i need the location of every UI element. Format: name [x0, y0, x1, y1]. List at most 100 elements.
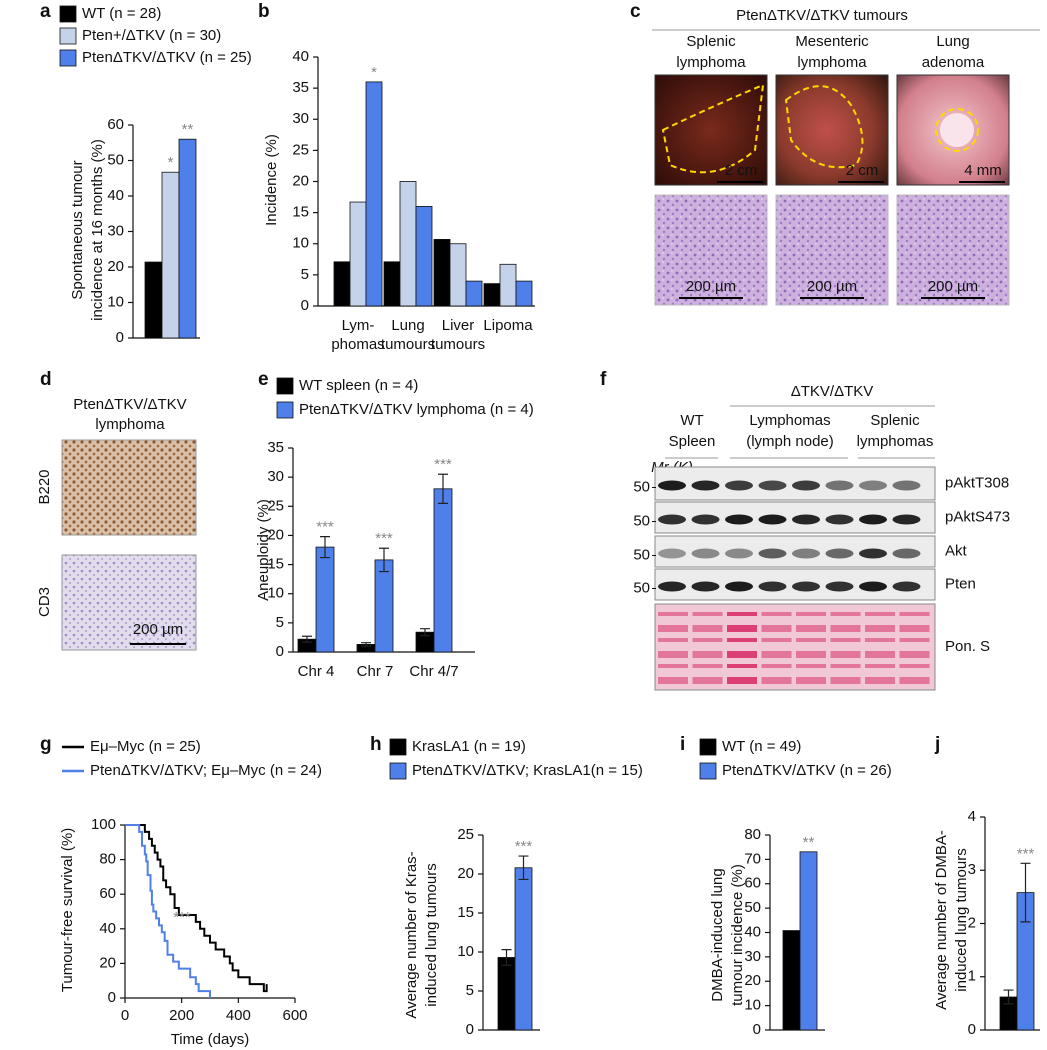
significance-label: *** — [173, 909, 191, 926]
x-tick-label: 400 — [226, 1007, 251, 1024]
band-label: Pon. S — [945, 638, 990, 655]
legend-swatch — [389, 738, 407, 756]
legend-label: Pten+/ΔTKV (n = 30) — [82, 27, 221, 44]
error-bar — [302, 635, 312, 643]
panel-label: g — [40, 734, 52, 755]
bar — [782, 930, 801, 1031]
bar — [315, 546, 335, 653]
blot-band — [825, 514, 854, 525]
legend-swatch — [699, 738, 717, 756]
y-tick-label: 20 — [292, 172, 309, 189]
y-tick-label: 20 — [457, 865, 474, 882]
ponceau-band — [761, 625, 792, 632]
ponceau-band — [899, 638, 930, 642]
ponceau-band — [692, 638, 723, 642]
ihc-image — [61, 439, 197, 536]
y-tick-label: 20 — [267, 526, 284, 543]
panel-label: b — [258, 1, 270, 22]
panel-label: f — [600, 369, 607, 390]
x-tick-label: 600 — [282, 1007, 307, 1024]
row-label: B220 — [36, 469, 53, 504]
significance-label: *** — [1017, 845, 1035, 862]
y-tick-label: 10 — [267, 585, 284, 602]
y-tick-label: 25 — [292, 141, 309, 158]
y-tick-label: 0 — [276, 643, 284, 660]
scale-label: 200 µm — [928, 278, 978, 295]
blot-band — [892, 480, 921, 491]
ponceau-band — [865, 612, 895, 616]
bar — [497, 957, 516, 1031]
y-axis-label: Average number of DMBA- — [933, 830, 950, 1010]
bar — [383, 261, 401, 307]
mw-marker: 50 — [633, 478, 650, 495]
legend-label: PtenΔTKV/ΔTKV (n = 26) — [722, 762, 892, 779]
blot-band — [859, 581, 887, 592]
y-axis-label: incidence at 16 months (%) — [89, 139, 106, 321]
lane-group-label: (lymph node) — [746, 433, 834, 450]
blot-band — [658, 514, 686, 525]
blot-band — [691, 548, 720, 559]
y-tick-label: 50 — [107, 151, 124, 168]
y-tick-label: 25 — [457, 826, 474, 843]
histology — [654, 194, 768, 306]
ponceau-band — [658, 625, 688, 632]
blot-band — [758, 548, 787, 559]
y-axis-label: Average number of Kras- — [403, 851, 420, 1018]
panel-label: h — [370, 734, 382, 755]
y-tick-label: 5 — [301, 266, 309, 283]
mw-marker: 50 — [633, 546, 650, 563]
y-tick-label: 30 — [267, 468, 284, 485]
blot-band — [859, 480, 887, 491]
blot-band — [758, 514, 787, 525]
ponceau-band — [727, 651, 757, 658]
ponceau-band — [692, 625, 723, 632]
y-tick-label: 40 — [99, 920, 116, 937]
panel-label: a — [40, 1, 51, 22]
ponceau-band — [796, 664, 826, 668]
ponceau-band — [658, 638, 688, 642]
y-axis-label: induced lung tumours — [423, 863, 440, 1006]
ponceau-band — [796, 651, 826, 658]
blot-band — [892, 548, 921, 559]
ponceau-band — [761, 664, 792, 668]
blot-band — [792, 548, 820, 559]
blot-band — [825, 548, 854, 559]
blot-band — [892, 514, 921, 525]
y-tick-label: 60 — [744, 875, 761, 892]
column-label: Mesenteric — [795, 33, 869, 50]
y-tick-label: 60 — [99, 885, 116, 902]
x-tick-label: 0 — [121, 1007, 129, 1024]
ponceau-band — [658, 612, 688, 616]
blot-band — [859, 514, 887, 525]
blot-band — [658, 480, 686, 491]
y-tick-label: 25 — [267, 497, 284, 514]
legend-swatch — [276, 377, 294, 395]
y-tick-label: 2 — [968, 914, 976, 931]
significance-label: *** — [316, 519, 334, 536]
x-tick-label: 200 — [169, 1007, 194, 1024]
bar — [399, 181, 417, 307]
blot-band — [792, 581, 820, 592]
bar — [161, 171, 180, 339]
column-label: Lung — [936, 33, 969, 50]
y-tick-label: 30 — [744, 948, 761, 965]
blot-band — [859, 548, 887, 559]
legend-swatch — [59, 5, 77, 23]
y-tick-label: 40 — [107, 187, 124, 204]
survival-line — [125, 824, 268, 993]
y-axis-label: Tumour-free survival (%) — [59, 828, 76, 992]
bar — [415, 205, 433, 307]
scale-label: 4 mm — [964, 162, 1002, 179]
blot-band — [658, 581, 686, 592]
ponceau-band — [899, 625, 930, 632]
error-bar — [361, 642, 371, 647]
ponceau-band — [658, 651, 688, 658]
y-tick-label: 30 — [107, 222, 124, 239]
ponceau-band — [865, 625, 895, 632]
bar — [799, 851, 818, 1031]
ponceau-band — [727, 612, 757, 616]
scale-label: 2 cm — [846, 162, 879, 179]
y-tick-label: 100 — [91, 816, 116, 833]
error-bar — [420, 628, 430, 637]
error-bar — [501, 949, 512, 966]
